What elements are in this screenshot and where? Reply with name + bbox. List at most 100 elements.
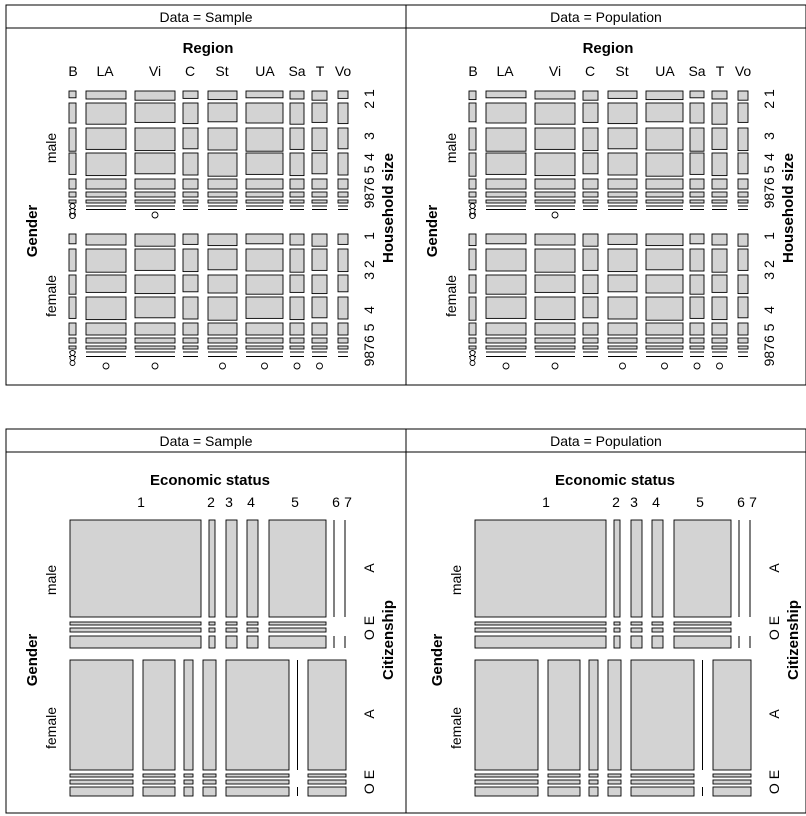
cell-male-econ1-E1-population xyxy=(474,627,607,633)
cell-male-C-hh7-sample xyxy=(182,199,199,204)
cell-male-econ5-O-sample xyxy=(268,635,327,649)
tick-region-St-sample: St xyxy=(215,63,228,79)
cell-female-C-hh2-sample xyxy=(182,248,199,273)
cell-male-econ2-A-population xyxy=(613,519,621,618)
cell-female-LA-hh4-sample xyxy=(85,296,127,321)
cell-female-T-hh3-sample xyxy=(311,274,328,295)
cell-male-Vi-hh5-population xyxy=(534,178,576,190)
cell-female-LA-hh7-population xyxy=(485,345,527,350)
cell-male-Vo-hh3-population xyxy=(737,127,749,152)
cell-male-Sa-hh2-sample xyxy=(289,102,305,125)
tick-region-Sa-population: Sa xyxy=(688,63,705,79)
cell-male-UA-hh5-sample xyxy=(245,178,284,190)
cell-female-C-hh3-sample xyxy=(182,274,199,293)
tick-economic-status-5-sample: 5 xyxy=(291,494,299,510)
cell-male-C-hh2-sample xyxy=(182,102,199,125)
cell-female-Sa-hh7-sample xyxy=(289,345,305,350)
cell-male-LA-hh1-population xyxy=(485,90,527,99)
cell-female-C-hh2-population xyxy=(582,248,599,271)
strip-bottom-right-label: Data = Population xyxy=(550,433,662,449)
cell-female-Sa-hh1-sample xyxy=(289,233,305,246)
cell-male-T-hh5-population xyxy=(711,178,728,190)
cell-male-econ1-O-population xyxy=(474,635,607,649)
cell-female-T-hh1-population xyxy=(711,233,728,246)
cell-female-econ4-E1-population xyxy=(607,779,622,785)
cell-female-Vi-hh1-population xyxy=(534,233,576,246)
cell-female-Vo-hh2-sample xyxy=(337,248,349,273)
cell-female-St-hh6-sample xyxy=(207,337,238,344)
cell-female-C-hh4-sample xyxy=(182,296,199,320)
cell-female-B-hh4-sample xyxy=(68,296,77,319)
cell-male-B-hh1-population xyxy=(468,90,477,101)
cell-male-econ3-E0-sample xyxy=(225,621,238,626)
empty-cell-marker-female-UA-population xyxy=(661,362,668,370)
cell-female-B-hh2-population xyxy=(468,248,477,271)
cell-female-B-hh2-sample xyxy=(68,248,77,272)
cell-male-econ1-E1-sample xyxy=(69,627,202,633)
cell-female-UA-hh3-population xyxy=(645,274,684,294)
empty-cell-marker-B-male-0-population xyxy=(469,203,476,209)
empty-cell-marker-male-Vi-sample xyxy=(151,211,159,219)
cell-male-LA-hh6-sample xyxy=(85,191,127,198)
cell-female-UA-hh4-sample xyxy=(245,296,284,319)
cell-female-econ3-E1-population xyxy=(588,779,599,785)
empty-cell-marker-B-female-0-sample xyxy=(69,350,76,356)
cell-female-B-hh1-population xyxy=(468,233,477,247)
tick-region-Vo-population: Vo xyxy=(735,63,752,79)
cell-female-C-hh5-population xyxy=(582,322,599,336)
cell-female-LA-hh5-sample xyxy=(85,322,127,336)
cell-female-Vi-hh5-sample xyxy=(134,322,176,336)
cell-female-econ7-E1-population xyxy=(712,779,752,785)
cell-male-St-hh4-population xyxy=(607,152,638,176)
empty-cell-marker-female-St-sample xyxy=(219,362,226,370)
tick-economic-status-3-population: 3 xyxy=(630,494,638,510)
cell-male-C-hh6-population xyxy=(582,191,599,198)
cell-male-T-hh2-population xyxy=(711,102,728,125)
cell-male-LA-hh7-sample xyxy=(85,199,127,204)
cell-female-UA-hh2-sample xyxy=(245,248,284,272)
cell-female-econ2-O-sample xyxy=(142,786,176,797)
empty-cell-marker-B-female-0-population xyxy=(469,350,476,356)
empty-cell-marker-B-male-1-population xyxy=(469,208,476,214)
cell-female-B-hh6-sample xyxy=(68,337,77,344)
cell-male-Vi-hh6-population xyxy=(534,191,576,198)
cell-female-Vo-hh6-sample xyxy=(337,337,349,344)
tick-economic-status-1-population: 1 xyxy=(542,494,550,510)
cell-female-St-hh6-population xyxy=(607,337,638,344)
cell-male-Sa-hh4-sample xyxy=(289,152,305,177)
cell-female-T-hh1-sample xyxy=(311,233,328,247)
cell-male-Sa-hh3-sample xyxy=(289,127,305,150)
cell-female-econ1-A-sample xyxy=(69,659,134,771)
tick-gender-female-population: female xyxy=(443,275,459,317)
cell-female-Sa-hh1-population xyxy=(689,233,705,245)
cell-male-UA-hh4-sample xyxy=(245,152,284,175)
cell-male-Vi-hh2-sample xyxy=(134,102,176,123)
tick-economic-status-6-sample: 6 xyxy=(332,494,340,510)
cell-female-Vi-hh2-sample xyxy=(134,248,176,271)
tick-citizenship-1-sample: O E xyxy=(361,616,377,640)
cell-male-Vo-hh6-sample xyxy=(337,191,349,198)
cell-male-C-hh2-population xyxy=(582,102,599,123)
tick-gender-male-econ-sample: male xyxy=(43,565,59,596)
tick-household-size-1-population: 3 xyxy=(761,132,777,140)
cell-male-Vo-hh7-sample xyxy=(337,199,349,204)
cell-female-Vo-hh7-sample xyxy=(337,345,349,350)
tick-gender-female-econ-population: female xyxy=(448,707,464,749)
tick-gender-female-econ-sample: female xyxy=(43,707,59,749)
cell-male-B-hh7-population xyxy=(468,199,477,204)
tick-household-size-5-sample: 3 2 xyxy=(361,260,377,280)
cell-female-UA-hh5-sample xyxy=(245,322,284,336)
strip-top-left-label: Data = Sample xyxy=(160,9,253,25)
cell-male-C-hh5-population xyxy=(582,178,599,190)
cell-male-econ1-E0-population xyxy=(474,621,607,626)
tick-region-T-population: T xyxy=(716,63,725,79)
cell-female-econ2-E1-population xyxy=(547,779,581,785)
cell-female-Vo-hh5-population xyxy=(737,322,749,336)
cell-female-Vo-hh1-sample xyxy=(337,233,349,245)
cell-male-B-hh1-sample xyxy=(68,90,77,99)
tick-region-Vi-sample: Vi xyxy=(149,63,161,79)
cell-male-econ1-O-sample xyxy=(69,635,202,649)
tick-citizenship-3-population: O E xyxy=(766,770,782,794)
cell-male-St-hh7-population xyxy=(607,199,638,204)
